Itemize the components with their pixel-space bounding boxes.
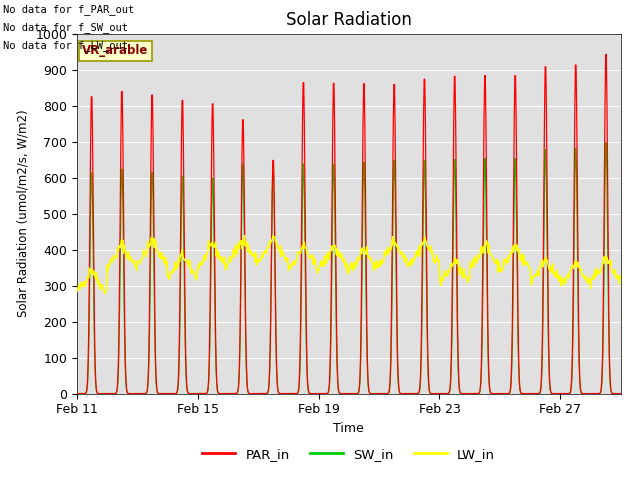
- Text: No data for f_SW_out: No data for f_SW_out: [3, 22, 128, 33]
- Title: Solar Radiation: Solar Radiation: [286, 11, 412, 29]
- Y-axis label: Solar Radiation (umol/m2/s, W/m2): Solar Radiation (umol/m2/s, W/m2): [17, 110, 29, 317]
- Text: No data for f_LW_out: No data for f_LW_out: [3, 40, 128, 51]
- Text: No data for f_PAR_out: No data for f_PAR_out: [3, 4, 134, 15]
- X-axis label: Time: Time: [333, 422, 364, 435]
- Legend: PAR_in, SW_in, LW_in: PAR_in, SW_in, LW_in: [197, 443, 500, 466]
- Text: VR_arable: VR_arable: [82, 44, 148, 58]
